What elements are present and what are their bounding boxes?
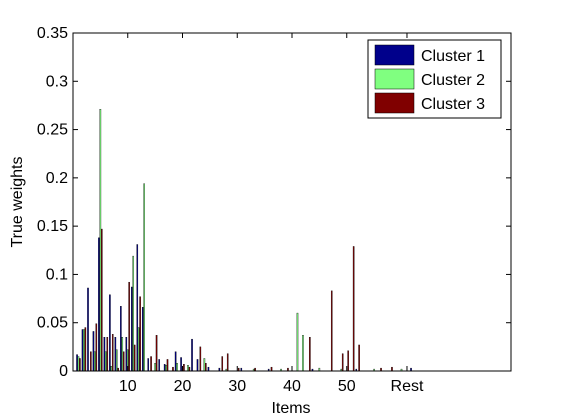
bar-cluster-1-item-7 [109,294,111,372]
bar-cluster-3-item-5 [101,228,103,372]
bar-cluster-1-item-3 [87,287,89,372]
bar-cluster-3-item-50 [347,350,349,372]
bar-cluster-1-item-5 [98,237,100,372]
bar-cluster-1-item-4 [92,331,95,372]
bar-cluster-3-item-28 [226,353,229,372]
bar-cluster-3-item-21 [188,366,191,372]
bar-cluster-1-item-11 [131,286,133,372]
y-tick-label: 0.05 [37,315,68,332]
bar-cluster-2-item-41 [296,312,299,372]
bar-cluster-1-item-22 [191,338,193,372]
bar-cluster-3-item-15 [155,335,158,372]
bar-cluster-1-item-16 [158,359,160,372]
bar-cluster-3-item-6 [106,337,109,372]
bar-cluster-2-item-8 [116,349,118,372]
bar-cluster-3-item-47 [330,290,333,372]
y-axis-title: True weights [9,157,26,248]
legend-label-cluster-1: Cluster 1 [421,48,485,65]
bar-cluster-2-item-15 [154,363,156,372]
bar-cluster-1-item-14 [147,358,149,372]
bar-cluster-2-item-7 [110,365,113,372]
bar-cluster-3-item-17 [166,359,169,372]
legend-swatch-cluster-1 [374,44,415,66]
bar-cluster-1-item-6 [103,337,106,372]
bar-cluster-3-item-3 [90,351,92,372]
bar-cluster-2-item-42 [302,335,304,372]
y-tick-label: 0.2 [46,170,68,187]
legend-label-cluster-3: Cluster 3 [421,96,485,113]
bar-cluster-2-item-11 [132,255,134,372]
bar-cluster-1-item-8 [114,337,117,372]
bar-cluster-2-item-12 [137,327,140,372]
legend-label-cluster-2: Cluster 2 [421,72,485,89]
bar-cluster-2-item-1 [77,356,80,372]
y-tick-label: 0.15 [37,218,68,235]
legend-swatch-cluster-2 [374,68,415,90]
bar-cluster-3-item-43 [309,337,311,372]
bar-cluster-3-item-20 [183,364,185,372]
bar-cluster-3-item-52 [358,344,360,372]
bar-cluster-1-item-19 [174,351,177,372]
y-tick-label: 0.3 [46,73,68,90]
x-tick-label: 40 [283,378,301,395]
bar-cluster-1-item-9 [120,306,122,372]
x-tick-label: 30 [228,378,246,395]
bar-cluster-3-item-7 [111,334,114,372]
x-tick-label: 10 [119,378,137,395]
bar-cluster-3-item-27 [221,356,224,372]
bar-cluster-2-item-2 [83,329,85,372]
legend-swatch-cluster-3 [374,92,415,114]
bar-cluster-3-item-4 [95,323,98,372]
bar-cluster-2-item-6 [105,351,107,372]
y-tick-label: 0.35 [37,25,68,42]
bar-cluster-1-item-25 [207,366,210,372]
y-tick-label: 0 [59,363,68,380]
bar-cluster-1-item-20 [180,357,182,372]
bar-cluster-1-item-2 [81,329,84,372]
bar-cluster-3-item-24 [205,363,207,372]
legend: Cluster 1 Cluster 2 Cluster 3 [367,39,502,119]
bar-cluster-3-item-12 [139,296,141,372]
x-tick-label: 50 [338,378,356,395]
bar-cluster-3-item-2 [84,327,87,372]
bar-cluster-3-item-14 [150,356,152,372]
bar-cluster-3-item-51 [352,246,355,372]
bar-cluster-2-item-9 [121,337,124,372]
x-axis-title: Items [271,400,310,417]
bar-cluster-3-item-11 [133,344,136,372]
bar-cluster-3-item-58 [391,366,393,372]
bar-cluster-1-item-1 [76,354,78,372]
bar-cluster-3-item-1 [79,358,81,372]
bar-cluster-2-item-13 [143,183,145,372]
y-tick-label: 0.1 [46,266,68,283]
bar-cluster-2-item-17 [165,365,167,372]
bar-cluster-2-item-24 [203,358,206,372]
bar-cluster-2-item-5 [99,109,102,372]
y-tick-label: 0.25 [37,122,68,139]
bar-cluster-2-item-4 [94,351,96,372]
bar-cluster-3-item-18 [172,366,174,372]
bar-cluster-1-item-17 [163,364,166,372]
bar-cluster-3-item-36 [270,366,273,372]
bar-cluster-1-item-23 [196,359,199,372]
bar-cluster-2-item-19 [176,363,178,372]
bar-cluster-3-item-23 [199,346,202,372]
bar-cluster-1-item-13 [141,307,144,372]
x-tick-label: Rest [391,378,424,395]
bar-cluster-3-item-10 [128,281,130,372]
x-tick-label: 20 [174,378,192,395]
bar-cluster-1-item-10 [125,337,128,372]
bar-cluster-2-item-21 [187,365,189,372]
bar-cluster-3-item-9 [122,351,125,372]
axes-group: 0 0.05 0.1 0.15 0.2 0.25 0.3 0.35 10 20 30 40 50 Rest [37,25,512,395]
bar-cluster-1-item-12 [136,244,139,372]
bar-cluster-3-item-49 [341,353,344,372]
